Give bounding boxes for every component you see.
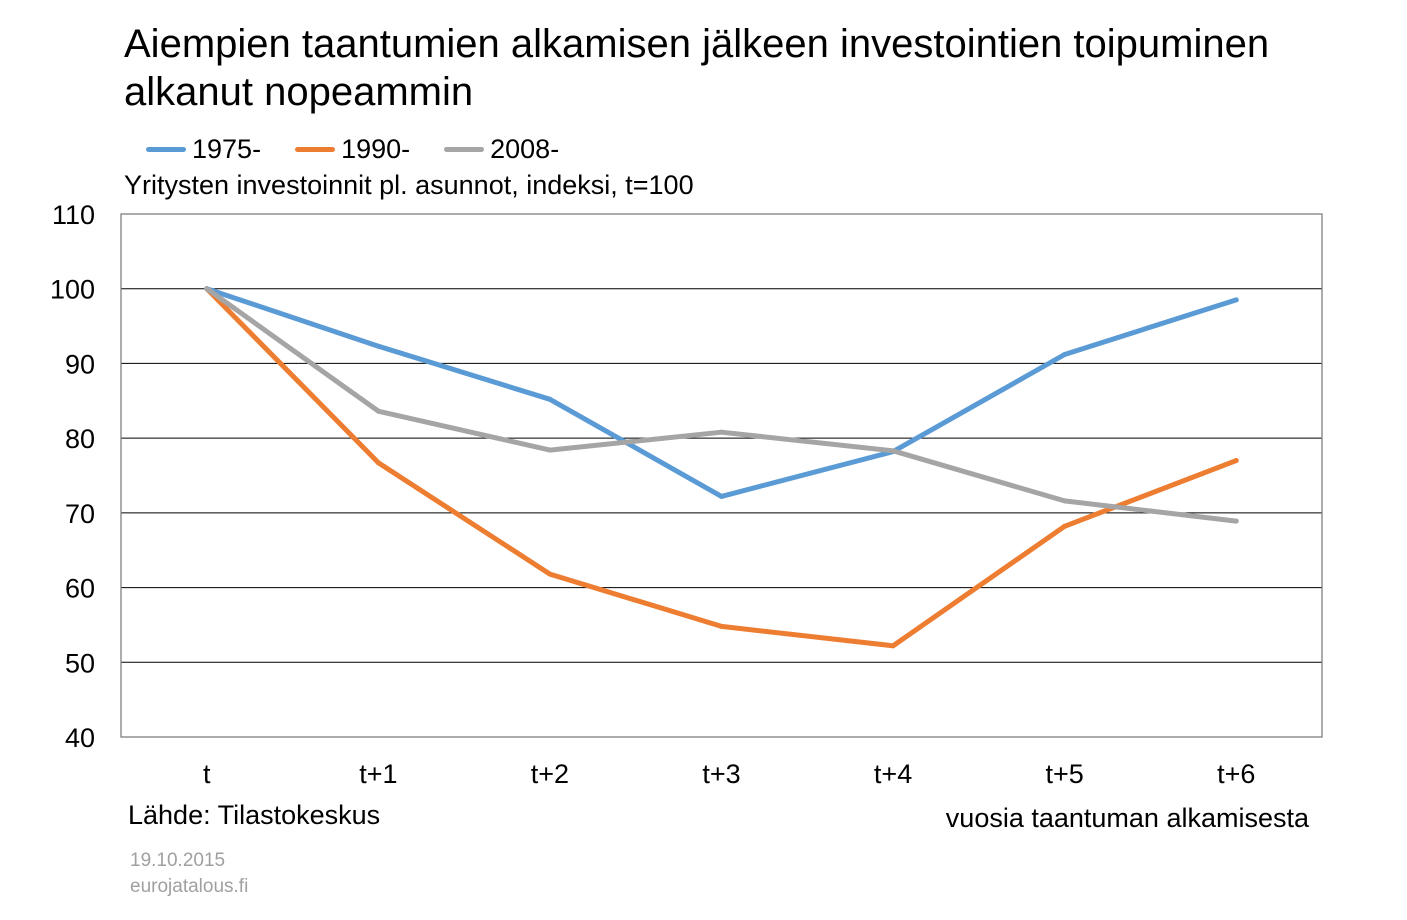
y-tick-label: 60 [65,574,95,604]
data-point [547,571,553,577]
data-point [1233,518,1239,524]
y-tick-label: 70 [65,499,95,529]
data-point [1062,498,1068,504]
legend-item-1990: 1990- [295,134,410,165]
legend-label-2008: 2008- [490,133,560,164]
legend-swatch-1990 [295,146,336,152]
legend-swatch-1975 [146,146,186,152]
x-tick-label: t+1 [359,759,397,789]
data-point [1233,458,1239,464]
data-point [719,493,724,499]
chart-title: Aiempien taantumien alkamisen jälkeen in… [124,22,1270,114]
x-tick-label: t [203,759,211,789]
legend-label-1990: 1990- [341,133,411,164]
data-point [204,286,210,292]
y-tick-label: 100 [50,275,95,305]
data-point [1062,523,1068,529]
x-tick-label: t+3 [702,759,740,789]
data-point [719,623,724,629]
x-tick-label: t+6 [1217,759,1255,789]
x-axis-label: vuosia taantuman alkamisesta [945,803,1309,833]
chart-legend: 1975- 1990- 2008- [146,132,593,166]
x-tick-label: t+4 [874,759,912,789]
plot-area-border [120,213,1323,738]
publish-date: 19.10.2015 [130,850,226,871]
series-line-2008 [204,286,1239,524]
data-point [375,460,381,466]
data-point [375,343,381,349]
legend-label-1975: 1975- [192,133,262,164]
data-point [547,447,553,453]
x-tick-label: t+2 [531,759,569,789]
data-point [375,408,381,414]
y-tick-label: 110 [52,200,95,230]
legend-item-2008: 2008- [444,134,559,165]
legend-swatch-2008 [444,146,485,152]
y-tick-label: 40 [65,723,95,753]
data-point [1233,297,1239,303]
legend-item-1975: 1975- [146,134,261,165]
data-point [1062,351,1068,357]
data-point [890,643,896,649]
data-point [547,396,553,402]
site-name: eurojatalous.fi [130,876,249,897]
data-point [890,448,896,454]
source-note: Lähde: Tilastokeskus [128,800,381,830]
data-point [719,429,724,435]
y-tick-label: 50 [65,648,95,678]
y-tick-label: 80 [65,424,95,454]
y-tick-label: 90 [65,349,95,379]
series-line-1975 [204,286,1239,499]
chart-subtitle: Yritysten investoinnit pl. asunnot, inde… [124,170,694,200]
x-tick-label: t+5 [1045,759,1083,789]
